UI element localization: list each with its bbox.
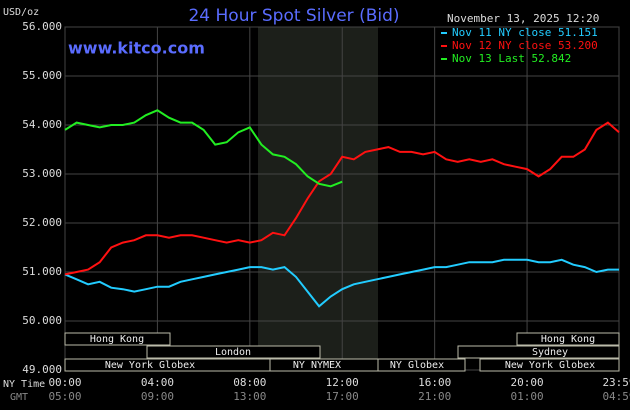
y-tick-label: 49.000	[22, 363, 62, 376]
plot	[64, 26, 620, 371]
session-label: Sydney	[532, 347, 568, 358]
session-label: Hong Kong	[90, 334, 144, 345]
chart-subtitle: November 13, 2025 12:20	[447, 12, 599, 25]
x-tick-label: 20:00	[510, 376, 543, 389]
x2-axis-label: GMT	[10, 392, 28, 403]
y-tick-label: 54.000	[22, 118, 62, 131]
session-label: Hong Kong	[541, 334, 595, 345]
legend-label: Nov 12 NY close 53.200	[452, 39, 598, 52]
x-tick-label: 12:00	[326, 376, 359, 389]
chart-title: 24 Hour Spot Silver (Bid)	[188, 6, 399, 26]
x2-tick-label: 01:00	[510, 390, 543, 403]
y-axis-label: USD/oz	[3, 7, 39, 18]
series-line	[64, 109, 343, 188]
y-tick-label: 52.000	[22, 216, 62, 229]
session-label: London	[215, 347, 251, 358]
x2-tick-label: 09:00	[141, 390, 174, 403]
x-tick-label: 23:59	[602, 376, 630, 389]
y-tick-label: 50.000	[22, 314, 62, 327]
x-tick-label: 16:00	[418, 376, 451, 389]
series-line	[64, 258, 619, 308]
legend-label: Nov 13 Last 52.842	[452, 52, 571, 65]
x-tick-label: 08:00	[233, 376, 266, 389]
nymex-shade	[258, 27, 378, 370]
sessions: Hong Kong Hong Kong London Sydney New Yo…	[64, 332, 620, 372]
x-tick-label: 00:00	[48, 376, 81, 389]
legend-label: Nov 11 NY close 51.151	[452, 26, 598, 39]
y-tick-label: 53.000	[22, 167, 62, 180]
series-line	[64, 121, 620, 276]
x-tick-label: 04:00	[141, 376, 174, 389]
x-axis-label: NY Time	[3, 379, 45, 390]
session-label: NY NYMEX	[293, 360, 341, 371]
x2-tick-label: 21:00	[418, 390, 451, 403]
x2-tick-label: 17:00	[326, 390, 359, 403]
y-tick-label: 56.000	[22, 20, 62, 33]
watermark: www.kitco.com	[68, 39, 205, 58]
x2-tick-label: 05:00	[48, 390, 81, 403]
session-label: NY Globex	[390, 360, 444, 371]
session-label: New York Globex	[105, 360, 195, 371]
x2-tick-label: 13:00	[233, 390, 266, 403]
x2-tick-label: 04:59	[602, 390, 630, 403]
session-label: New York Globex	[505, 360, 595, 371]
y-tick-label: 55.000	[22, 69, 62, 82]
y-tick-label: 51.000	[22, 265, 62, 278]
